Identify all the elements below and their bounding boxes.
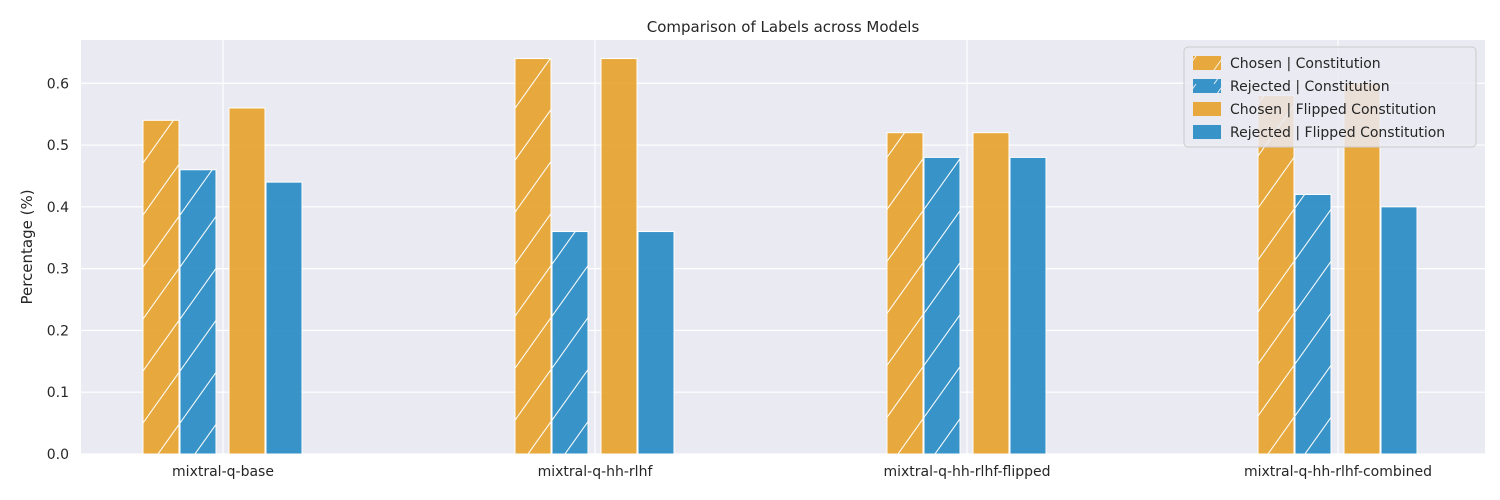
chart-title: Comparison of Labels across Models (647, 18, 920, 36)
bar-hatch (180, 169, 216, 454)
legend-swatch-hatch (1193, 56, 1221, 70)
legend-swatch (1193, 125, 1221, 139)
bar (228, 107, 266, 455)
legend-label: Chosen | Constitution (1230, 56, 1381, 72)
bar (265, 181, 303, 455)
y-tick-label: 0.0 (47, 447, 69, 463)
x-tick-label: mixtral-q-hh-rlhf-combined (1244, 464, 1432, 480)
bar (637, 231, 675, 455)
x-axis: mixtral-q-base mixtral-q-hh-rlhf mixtral-q… (172, 464, 1432, 480)
x-tick-label: mixtral-q-hh-rlhf (538, 464, 654, 480)
bar-hatch (515, 58, 551, 454)
bar-hatch (1258, 95, 1294, 454)
legend-label: Chosen | Flipped Constitution (1230, 102, 1436, 118)
y-tick-label: 0.2 (47, 323, 69, 339)
y-tick-label: 0.5 (47, 138, 69, 154)
y-axis: 0.0 0.1 0.2 0.3 0.4 0.5 0.6 (47, 76, 69, 463)
y-tick-label: 0.3 (47, 262, 69, 278)
x-tick-label: mixtral-q-hh-rlhf-flipped (883, 464, 1050, 480)
legend-swatch-hatch (1193, 79, 1221, 93)
bar-hatch (143, 120, 179, 454)
bar-hatch (924, 157, 960, 454)
bar (1380, 206, 1418, 455)
y-tick-label: 0.1 (47, 385, 69, 401)
x-tick-label: mixtral-q-base (172, 464, 274, 480)
legend-label: Rejected | Constitution (1230, 79, 1390, 95)
y-tick-label: 0.6 (47, 76, 69, 92)
bar (1009, 156, 1047, 455)
legend-swatch (1193, 102, 1221, 116)
bar (600, 58, 638, 455)
y-axis-label: Percentage (%) (18, 189, 36, 304)
y-tick-label: 0.4 (47, 200, 69, 216)
bar-hatch (552, 231, 588, 454)
legend-box (1183, 46, 1477, 148)
bars (142, 58, 1418, 455)
legend: Chosen | Constitution Rejected | Constitu… (1183, 46, 1477, 148)
legend-label: Rejected | Flipped Constitution (1230, 125, 1445, 141)
bar (972, 132, 1010, 455)
bar-hatch (1295, 194, 1331, 455)
bar-hatch (887, 132, 923, 454)
